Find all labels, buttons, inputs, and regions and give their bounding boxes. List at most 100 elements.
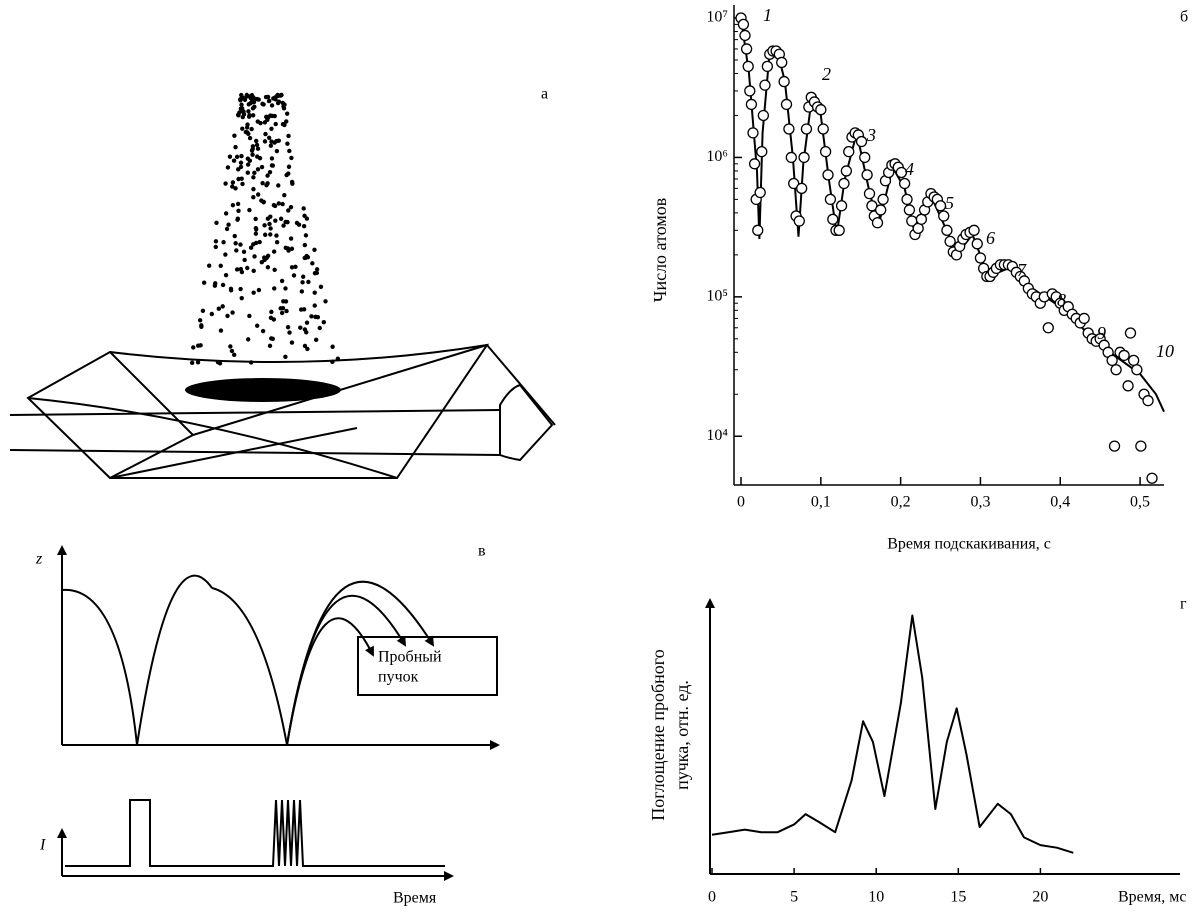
- atom-dot: [267, 98, 272, 104]
- atom-dot: [274, 240, 280, 245]
- atom-dot: [291, 273, 297, 278]
- atom-dot: [282, 122, 287, 128]
- atom-dot: [251, 194, 256, 200]
- data-point: [901, 193, 913, 206]
- atom-dot: [271, 202, 277, 208]
- x-tick-label: 0,5: [1130, 494, 1150, 511]
- atom-dot: [255, 146, 261, 151]
- peak-label: 1: [763, 5, 772, 25]
- data-point: [815, 104, 827, 116]
- atom-dot: [247, 158, 253, 163]
- atom-dot: [240, 181, 245, 187]
- atom-dot: [269, 156, 275, 161]
- atom-dot: [258, 120, 263, 126]
- data-point: [817, 123, 829, 135]
- atom-dot: [238, 160, 244, 165]
- atom-dot: [286, 133, 291, 139]
- atom-dot: [269, 126, 274, 131]
- data-point: [974, 252, 987, 264]
- atom-dot: [288, 204, 294, 210]
- atom-dot: [264, 114, 269, 119]
- atom-dot: [228, 344, 233, 349]
- x-axis-label: Время, мс: [1118, 889, 1186, 906]
- atom-dot: [287, 330, 292, 335]
- atom-dot: [286, 171, 291, 176]
- atom-dot: [252, 170, 257, 176]
- atom-dot: [266, 135, 272, 141]
- atom-dot: [230, 180, 236, 185]
- atom-dot: [276, 183, 281, 188]
- atom-dot: [199, 323, 204, 328]
- atom-dot: [306, 279, 311, 285]
- data-point: [798, 151, 810, 164]
- atom-dot: [225, 165, 231, 170]
- atom-dot: [189, 360, 195, 365]
- data-point: [796, 182, 808, 195]
- atom-dot: [227, 154, 233, 159]
- atom-dot: [268, 232, 273, 237]
- atom-dot: [234, 248, 239, 253]
- atom-dot: [250, 152, 255, 157]
- atom-dot: [220, 304, 225, 309]
- atom-dot: [262, 232, 268, 237]
- atom-dot: [302, 242, 308, 248]
- peak-label: 6: [986, 228, 995, 248]
- atom-dot: [269, 309, 274, 315]
- panel-label: б: [1180, 9, 1188, 26]
- atom-dot: [234, 267, 240, 272]
- atom-dot: [251, 268, 256, 274]
- atom-dot: [312, 247, 317, 252]
- atom-dot: [268, 226, 273, 231]
- y-tick-label: 10⁵: [706, 288, 728, 305]
- z-label: z: [35, 551, 43, 568]
- atom-dot: [310, 261, 315, 266]
- atom-dot: [268, 113, 273, 118]
- atom-dot: [232, 133, 237, 138]
- atom-dot: [289, 246, 295, 251]
- data-point: [1108, 440, 1121, 452]
- atom-dot: [245, 337, 251, 342]
- atom-dot: [294, 220, 300, 226]
- atom-dot: [215, 359, 221, 365]
- atom-dot: [240, 126, 245, 131]
- atom-dot: [309, 314, 314, 319]
- atom-dot: [234, 154, 240, 160]
- atom-dot: [302, 343, 308, 349]
- y-axis-label: Поглощение пробного: [648, 649, 668, 820]
- atom-dot: [256, 287, 262, 293]
- atom-dot: [283, 354, 288, 360]
- atom-dot: [293, 264, 298, 270]
- x-axis-label: Время подскакивания, с: [887, 536, 1051, 553]
- atom-dot: [251, 290, 256, 295]
- atom-dot: [286, 208, 291, 213]
- data-point: [756, 146, 768, 158]
- atom-dot: [260, 101, 265, 107]
- atom-dot: [335, 356, 341, 361]
- atom-dot: [232, 233, 237, 239]
- atom-dot: [239, 153, 244, 159]
- atom-dot: [247, 313, 252, 319]
- atom-dot: [283, 286, 288, 291]
- atom-dot: [289, 179, 295, 185]
- atom-dot: [268, 143, 274, 148]
- atom-dot: [241, 96, 247, 101]
- atom-dot: [251, 186, 256, 192]
- atom-dot: [267, 169, 273, 175]
- time-label: Время: [393, 890, 437, 907]
- atom-dot: [305, 346, 310, 352]
- data-point: [938, 210, 950, 222]
- atom-dot: [191, 345, 196, 350]
- data-point: [778, 75, 790, 88]
- atom-dot: [253, 138, 259, 144]
- data-point: [744, 85, 756, 97]
- atom-dot: [245, 170, 250, 175]
- data-point: [968, 224, 980, 236]
- atom-dot: [257, 239, 262, 245]
- atom-dot: [276, 201, 282, 206]
- atom-dot: [281, 223, 286, 228]
- atom-dot: [279, 278, 285, 284]
- atom-dot: [280, 306, 286, 311]
- data-point: [898, 177, 911, 190]
- y-axis-label: Число атомов: [650, 198, 670, 303]
- atom-dot: [284, 111, 290, 116]
